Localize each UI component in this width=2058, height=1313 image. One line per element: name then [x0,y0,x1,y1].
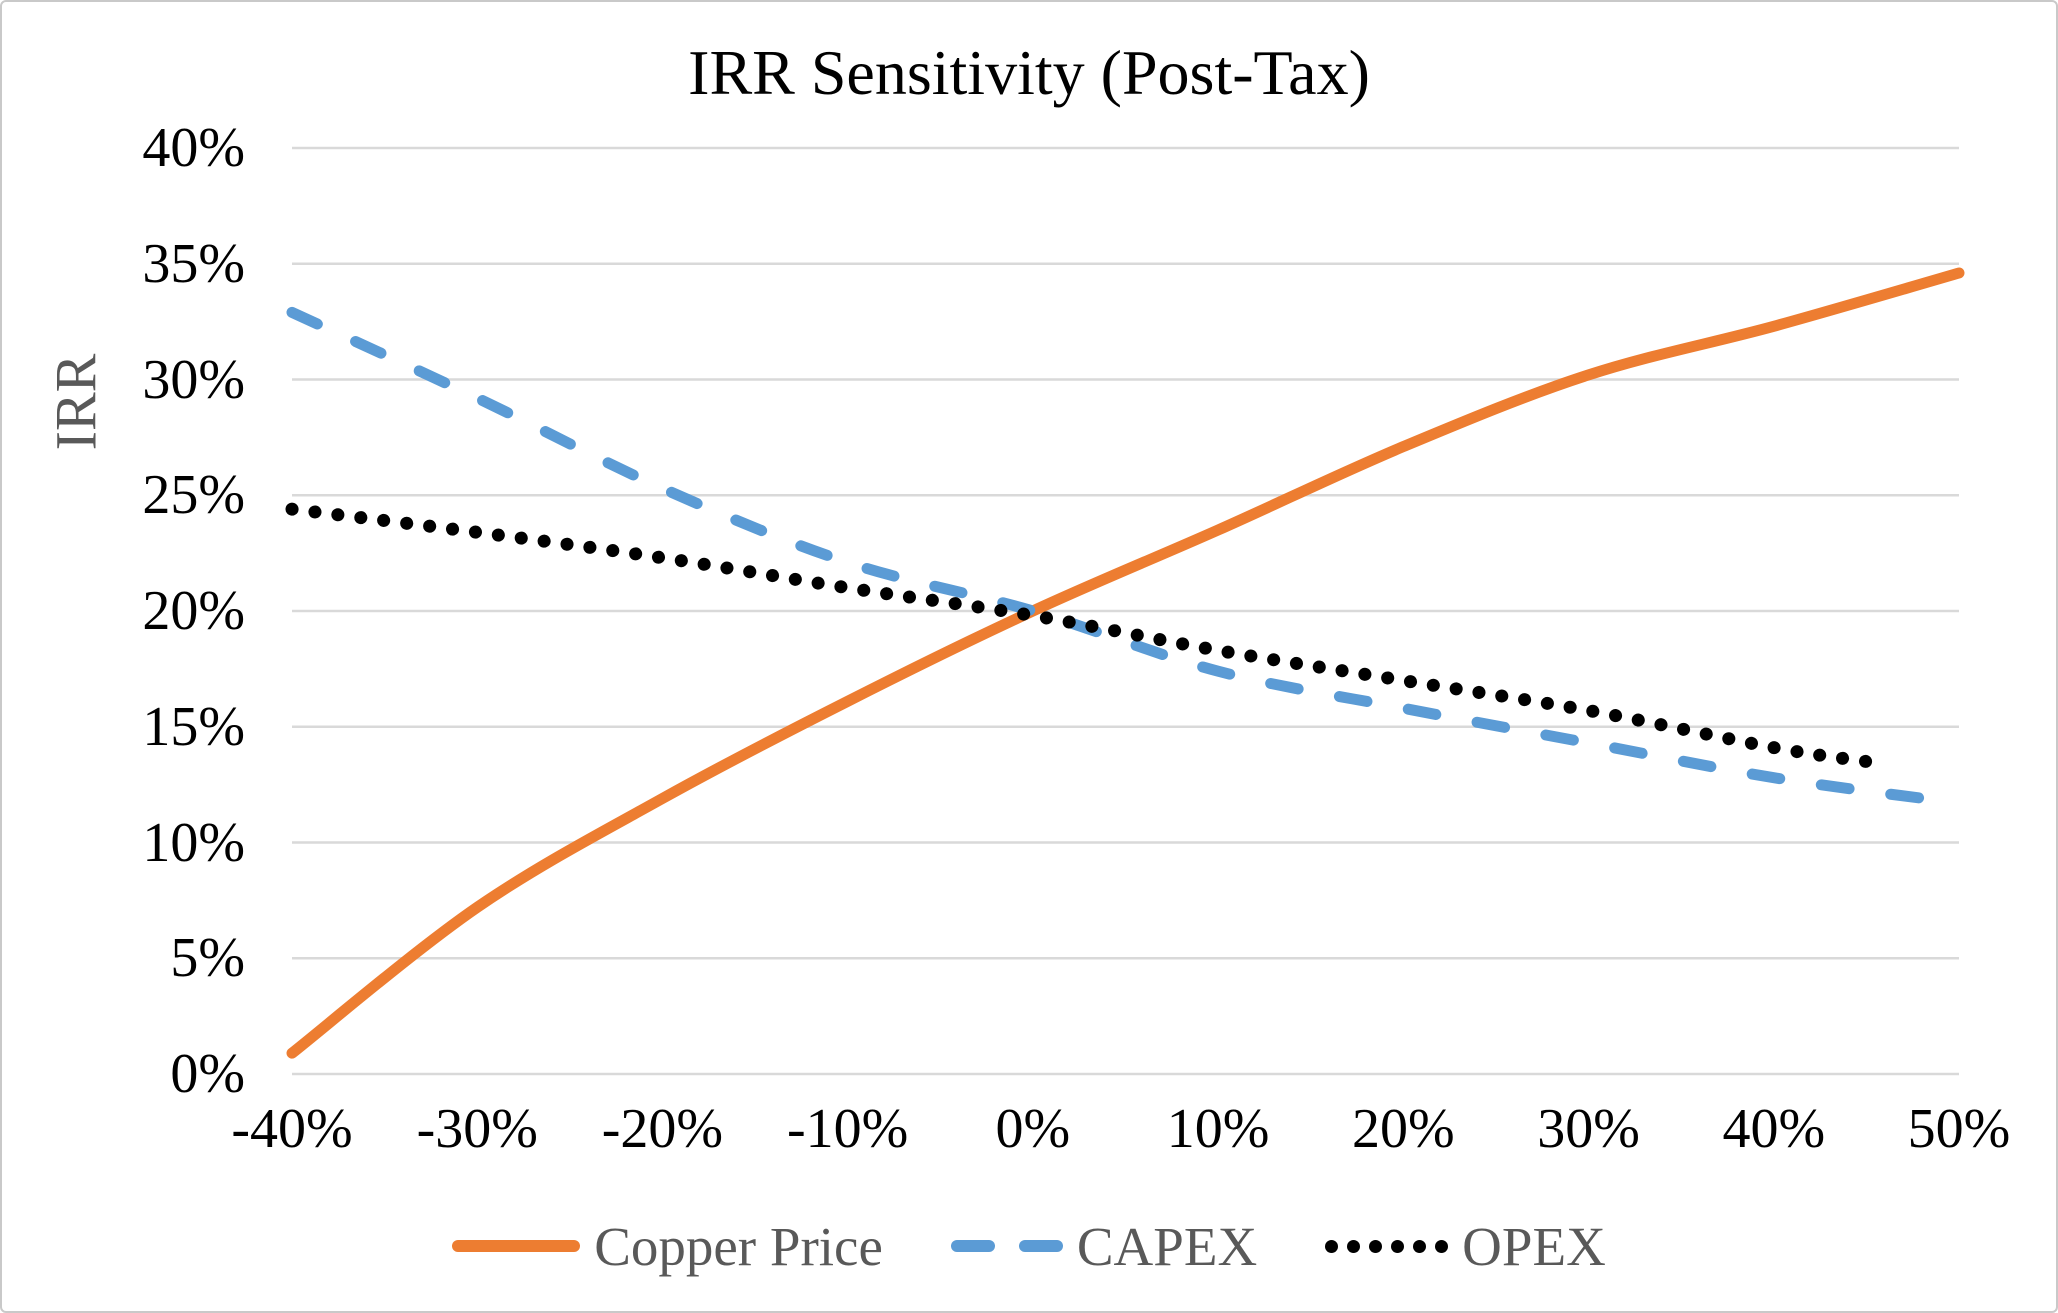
y-tick-label: 5% [170,927,245,990]
legend-label-opex: OPEX [1462,1215,1606,1277]
dashed-segment [950,1240,995,1252]
chart-title: IRR Sensitivity (Post-Tax) [688,37,1370,108]
dotted-segment [1369,1239,1383,1253]
dashed-segment [1018,1240,1063,1252]
legend-item-opex: OPEX [1325,1215,1606,1278]
x-tick-label: 30% [1537,1098,1640,1160]
legend-label-capex: CAPEX [1076,1215,1258,1277]
legend-item-copper-price: Copper Price [452,1215,883,1278]
y-tick-label: 25% [142,464,245,527]
solid-segment [452,1240,581,1252]
x-tick-label: -30% [416,1098,538,1160]
y-tick-label: 30% [142,348,245,411]
x-tick-label: -10% [787,1098,909,1160]
dotted-segment [1435,1239,1449,1253]
opex-dotted-line-sample-icon [1325,1239,1449,1253]
series-line-opex [285,502,1873,768]
y-tick-label: 15% [142,695,245,758]
y-tick-label: 35% [142,232,245,295]
x-tick-label: 10% [1166,1098,1270,1160]
x-tick-label: 0% [995,1098,1071,1160]
copper-price-line-sample-icon [452,1240,581,1252]
series-line-copper-price [286,267,1965,1059]
x-tick-label: -40% [231,1098,353,1160]
dotted-segment [1391,1239,1405,1253]
x-tick-label: 20% [1352,1098,1455,1160]
x-tick-label: -20% [601,1098,724,1160]
legend: Copper Price CAPEX OPEX [2,1208,2056,1284]
dotted-segment [1347,1239,1361,1253]
y-tick-label: 0% [170,1043,245,1105]
x-tick-label: 40% [1722,1098,1826,1160]
capex-dashed-line-sample-icon [950,1240,1063,1252]
y-tick-label: 40% [142,117,245,179]
dotted-segment [1325,1239,1339,1253]
legend-label-copper-price: Copper Price [594,1215,883,1277]
x-tick-label: 50% [1907,1098,2011,1160]
y-tick-label: 20% [142,580,245,642]
dotted-segment [1413,1239,1427,1253]
legend-item-capex: CAPEX [950,1215,1258,1278]
series-line-capex [286,306,1965,809]
y-tick-label: 10% [142,811,245,874]
